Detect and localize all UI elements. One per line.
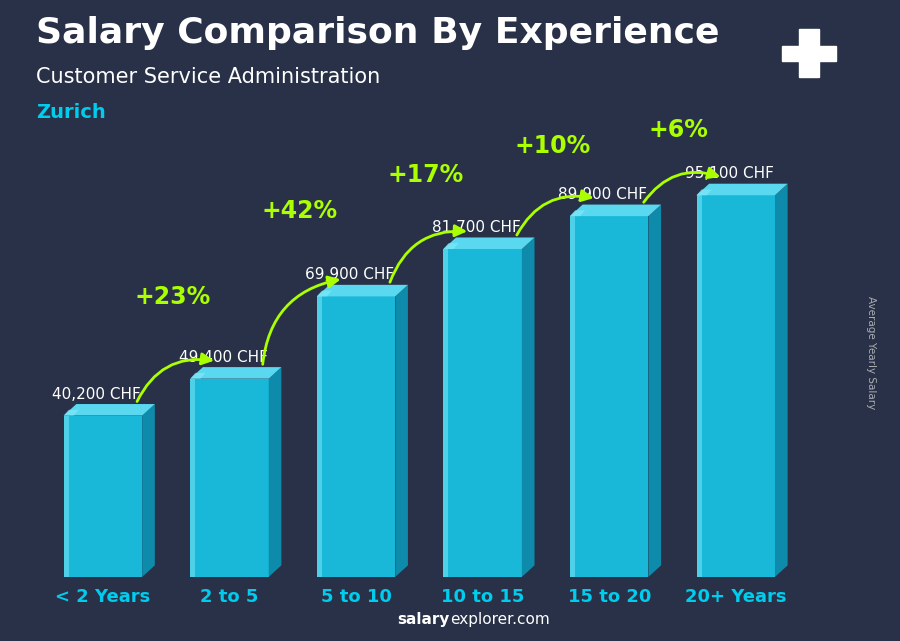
Bar: [64, 415, 142, 577]
Text: 69,900 CHF: 69,900 CHF: [305, 267, 394, 282]
Polygon shape: [697, 196, 702, 577]
Polygon shape: [522, 237, 535, 577]
Polygon shape: [190, 379, 195, 577]
Polygon shape: [444, 249, 448, 577]
Polygon shape: [570, 216, 575, 577]
Bar: [782, 46, 836, 61]
Text: 89,900 CHF: 89,900 CHF: [558, 187, 647, 202]
Polygon shape: [190, 373, 205, 379]
Text: +23%: +23%: [134, 285, 211, 309]
Text: explorer.com: explorer.com: [450, 612, 550, 627]
Polygon shape: [775, 184, 788, 577]
Polygon shape: [317, 285, 408, 296]
Polygon shape: [648, 204, 662, 577]
Text: +17%: +17%: [388, 163, 464, 187]
Bar: [697, 196, 775, 577]
Text: 49,400 CHF: 49,400 CHF: [179, 349, 267, 365]
Text: Salary Comparison By Experience: Salary Comparison By Experience: [36, 16, 719, 50]
Text: salary: salary: [398, 612, 450, 627]
Polygon shape: [317, 290, 332, 296]
Text: Customer Service Administration: Customer Service Administration: [36, 67, 380, 87]
Polygon shape: [317, 296, 322, 577]
Bar: [190, 379, 269, 577]
Text: Zurich: Zurich: [36, 103, 106, 122]
Polygon shape: [697, 184, 788, 196]
Polygon shape: [64, 404, 155, 415]
Text: +6%: +6%: [649, 117, 708, 142]
Polygon shape: [444, 237, 535, 249]
Text: +42%: +42%: [261, 199, 338, 222]
Polygon shape: [64, 410, 79, 415]
Polygon shape: [269, 367, 282, 577]
Bar: [444, 249, 522, 577]
Bar: [570, 216, 648, 577]
Bar: [799, 29, 819, 78]
Bar: [317, 296, 395, 577]
Text: 81,700 CHF: 81,700 CHF: [432, 220, 521, 235]
Text: Average Yearly Salary: Average Yearly Salary: [866, 296, 877, 409]
Polygon shape: [697, 190, 712, 196]
Polygon shape: [570, 210, 585, 216]
Text: +10%: +10%: [514, 135, 590, 158]
Polygon shape: [395, 285, 408, 577]
Text: 40,200 CHF: 40,200 CHF: [52, 387, 141, 401]
Text: 95,100 CHF: 95,100 CHF: [685, 166, 774, 181]
Polygon shape: [190, 367, 282, 379]
Polygon shape: [142, 404, 155, 577]
Polygon shape: [64, 415, 68, 577]
Polygon shape: [444, 243, 459, 249]
Polygon shape: [570, 204, 662, 216]
